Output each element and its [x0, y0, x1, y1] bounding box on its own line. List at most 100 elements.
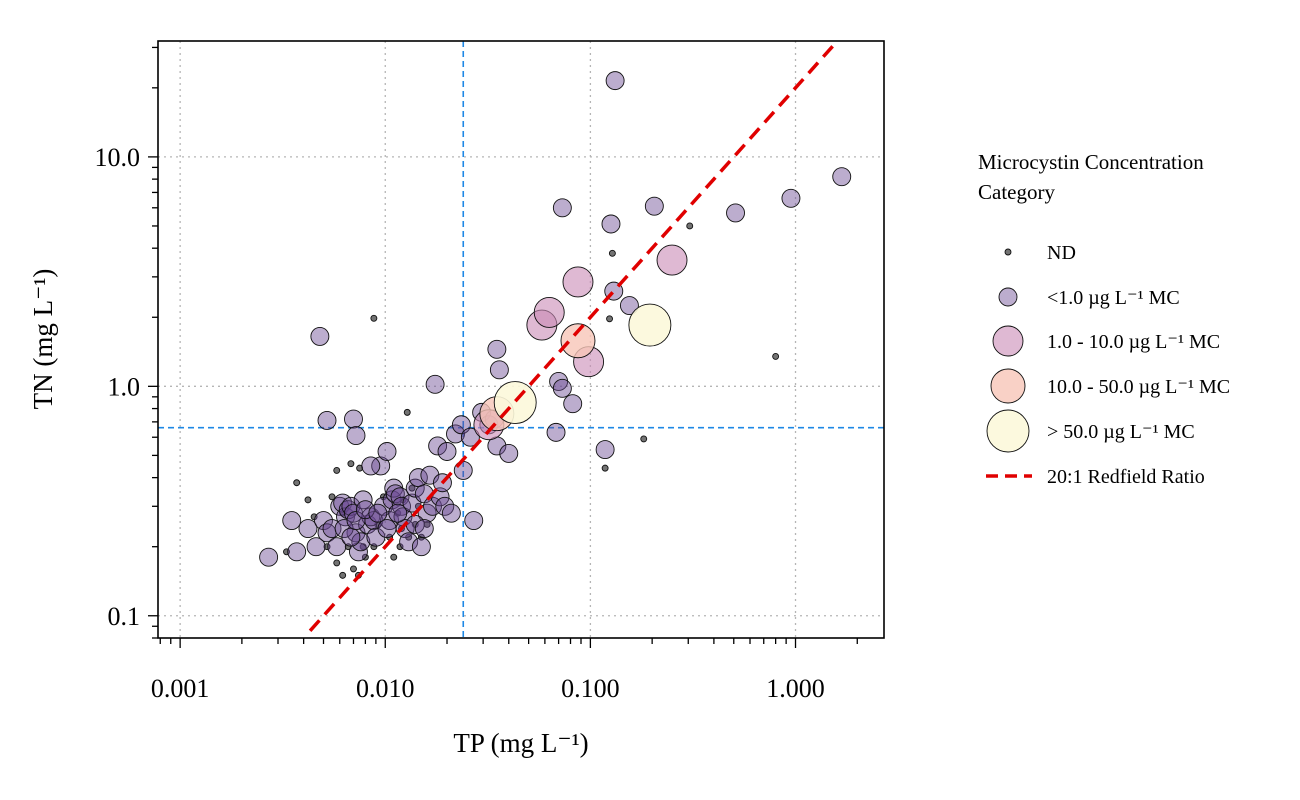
data-point	[562, 266, 594, 298]
data-point	[487, 339, 507, 359]
data-point	[370, 314, 378, 322]
legend-label: 10.0 - 50.0 µg L⁻¹ MC	[1047, 376, 1230, 398]
data-point	[314, 511, 333, 531]
data-point	[371, 456, 391, 476]
axis-ticks: 0.001 0.010 0.100 1.000 0.1 1.0 10.0	[95, 46, 858, 703]
data-point	[546, 422, 566, 442]
data-point	[323, 543, 331, 551]
data-point	[832, 167, 852, 187]
data-point	[628, 303, 672, 347]
y-axis-label: TN (mg L⁻¹)	[28, 269, 58, 410]
data-point	[435, 496, 455, 516]
data-point	[726, 203, 745, 223]
data-point	[533, 296, 565, 328]
data-point	[341, 527, 361, 547]
data-point	[606, 315, 614, 323]
data-point	[346, 511, 366, 531]
data-point	[282, 511, 302, 531]
data-point	[772, 352, 780, 360]
data-point	[338, 500, 358, 520]
legend-marker	[992, 325, 1024, 357]
legend-label: > 50.0 µg L⁻¹ MC	[1047, 421, 1195, 443]
data-point	[377, 442, 397, 461]
legend-marker	[986, 409, 1030, 453]
data-point	[306, 537, 326, 557]
legend-label: ND	[1047, 242, 1076, 264]
data-point	[339, 571, 347, 579]
data-point	[293, 479, 301, 487]
data-point	[368, 503, 388, 523]
data-point	[344, 409, 363, 429]
data-point	[560, 323, 596, 359]
data-point	[411, 537, 431, 557]
data-point	[499, 443, 519, 463]
data-point	[437, 442, 457, 461]
data-point	[259, 547, 279, 567]
data-point	[460, 427, 480, 447]
data-point	[408, 484, 416, 492]
data-point	[563, 394, 583, 414]
series-group	[473, 244, 688, 441]
legend-marker	[1004, 248, 1012, 256]
reference-lines	[158, 41, 884, 638]
data-point	[425, 374, 445, 394]
x-tick-label: 1.000	[766, 674, 825, 703]
legend-title-line-1: Microcystin Concentration	[978, 150, 1204, 174]
data-point	[441, 503, 461, 523]
data-point	[298, 519, 318, 538]
data-point	[399, 532, 419, 552]
data-point	[350, 565, 357, 573]
data-point	[644, 196, 664, 216]
data-point	[619, 296, 639, 315]
data-point	[310, 326, 330, 346]
legend-label: <1.0 µg L⁻¹ MC	[1047, 287, 1180, 309]
data-point	[414, 519, 434, 538]
data-point	[388, 503, 408, 523]
data-point	[361, 456, 381, 476]
data-point	[595, 440, 615, 460]
data-point	[781, 188, 801, 208]
data-point	[390, 553, 398, 561]
legend-entries: ND <1.0 µg L⁻¹ MC 1.0 - 10.0 µg L⁻¹ MC 10.0…	[986, 242, 1230, 488]
data-point	[464, 511, 484, 531]
legend-title-line-2: Category	[978, 180, 1055, 204]
data-point	[601, 464, 609, 472]
data-point	[601, 214, 621, 234]
data-point	[346, 426, 366, 446]
series-group	[259, 71, 852, 567]
x-axis-label: TP (mg L⁻¹)	[453, 728, 588, 758]
legend-label: 20:1 Redfield Ratio	[1047, 466, 1205, 488]
y-tick-label: 0.1	[108, 602, 141, 631]
legend: Microcystin Concentration Category ND <1.…	[978, 150, 1230, 488]
grid-lines	[158, 41, 884, 638]
data-point	[608, 249, 616, 257]
data-point	[489, 360, 509, 380]
data-point	[333, 559, 341, 567]
data-point	[428, 436, 448, 456]
data-point	[640, 435, 648, 443]
data-point	[333, 466, 341, 474]
data-point	[304, 496, 312, 504]
data-point	[405, 478, 425, 498]
data-point	[328, 493, 336, 501]
data-point	[355, 500, 375, 520]
data-point	[356, 464, 364, 472]
data-point	[552, 378, 572, 398]
data-point	[446, 424, 465, 444]
data-point	[327, 537, 347, 557]
x-tick-label: 0.010	[356, 674, 415, 703]
data-point	[686, 222, 694, 230]
data-point	[605, 71, 625, 91]
x-tick-label: 0.100	[561, 674, 620, 703]
legend-marker	[998, 287, 1018, 307]
legend-marker	[990, 368, 1026, 404]
data-point	[390, 487, 410, 507]
data-point	[351, 532, 371, 552]
legend-label: 1.0 - 10.0 µg L⁻¹ MC	[1047, 331, 1220, 353]
data-point	[287, 542, 307, 562]
y-tick-label: 10.0	[95, 143, 141, 172]
data-point	[552, 198, 572, 218]
x-tick-label: 0.001	[151, 674, 210, 703]
data-point	[656, 244, 688, 276]
